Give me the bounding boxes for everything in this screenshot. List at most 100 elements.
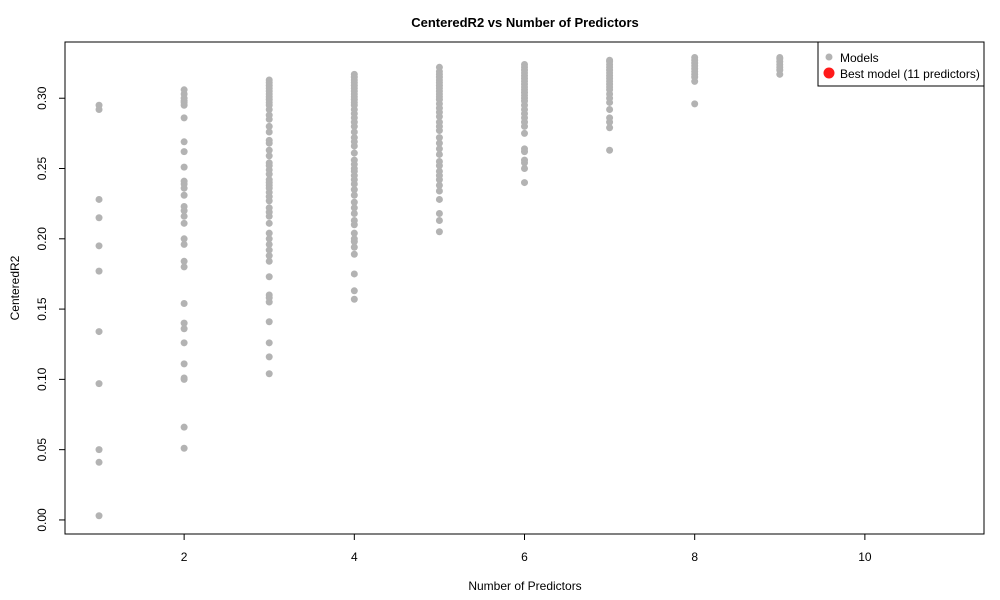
data-point — [180, 86, 188, 94]
data-point — [521, 145, 528, 153]
data-point — [265, 122, 273, 130]
data-point — [435, 157, 443, 165]
data-point — [180, 240, 188, 248]
data-point — [606, 105, 614, 113]
y-tick-label: 0.10 — [35, 367, 49, 391]
x-tick-label: 4 — [351, 550, 358, 564]
data-point — [691, 53, 699, 61]
legend: Models Best model (11 predictors) — [817, 41, 985, 87]
data-point — [350, 149, 358, 157]
x-tick-label: 10 — [858, 550, 872, 564]
data-point — [435, 195, 443, 203]
data-point — [350, 295, 358, 303]
data-point — [95, 512, 103, 520]
data-point — [180, 444, 188, 452]
data-point — [95, 242, 103, 250]
data-point — [435, 139, 443, 147]
data-point — [265, 291, 273, 299]
data-point — [435, 145, 443, 153]
data-point — [350, 235, 358, 243]
data-point — [350, 229, 358, 237]
data-point — [435, 134, 443, 142]
data-point — [435, 150, 443, 158]
data-point — [180, 325, 188, 333]
data-point — [180, 138, 188, 146]
data-point — [95, 380, 103, 388]
data-points — [95, 53, 784, 520]
y-axis-label: CenteredR2 — [8, 255, 22, 320]
data-point — [265, 318, 273, 326]
data-point — [606, 146, 614, 154]
data-point — [180, 299, 188, 307]
data-point — [95, 328, 103, 336]
data-point — [350, 209, 358, 217]
data-point — [350, 270, 358, 278]
data-point — [265, 240, 273, 248]
y-tick-label: 0.00 — [35, 508, 49, 532]
y-tick-label: 0.30 — [35, 86, 49, 110]
y-tick-label: 0.20 — [35, 227, 49, 251]
data-point — [521, 129, 528, 137]
data-point — [265, 204, 273, 212]
data-point — [350, 191, 358, 199]
x-tick-label: 8 — [691, 550, 698, 564]
data-point — [435, 167, 443, 175]
data-point — [180, 191, 188, 199]
data-point — [265, 219, 273, 227]
data-point — [265, 159, 273, 167]
data-point — [180, 219, 188, 227]
y-axis: 0.00 0.05 0.10 0.15 0.20 0.25 0.30 — [35, 86, 65, 532]
data-point — [350, 204, 358, 212]
data-point — [350, 70, 358, 78]
data-point — [265, 146, 273, 154]
y-tick-label: 0.25 — [35, 157, 49, 181]
data-point — [521, 60, 528, 68]
data-point — [435, 187, 443, 195]
data-point — [350, 217, 358, 225]
data-point — [180, 360, 188, 368]
data-point — [180, 339, 188, 347]
y-tick-label: 0.05 — [35, 438, 49, 462]
data-point — [350, 250, 358, 258]
data-point — [435, 217, 443, 225]
data-point — [180, 202, 188, 210]
data-point — [265, 176, 273, 184]
data-point — [521, 156, 528, 164]
data-point — [265, 246, 273, 254]
data-point — [95, 195, 103, 203]
data-point — [435, 63, 443, 71]
x-tick-label: 6 — [521, 550, 528, 564]
data-point — [95, 214, 103, 222]
data-point — [350, 128, 358, 136]
data-point — [95, 267, 103, 275]
data-point — [435, 209, 443, 217]
data-point — [265, 339, 273, 347]
data-point — [350, 243, 358, 251]
data-point — [95, 446, 103, 454]
data-point — [265, 353, 273, 361]
data-point — [265, 235, 273, 243]
data-point — [180, 319, 188, 327]
data-point — [180, 177, 188, 185]
data-point — [435, 228, 443, 236]
data-point — [95, 101, 103, 109]
data-point — [350, 156, 358, 164]
legend-box — [817, 41, 985, 87]
x-axis: 2 4 6 8 10 — [181, 534, 872, 564]
data-point — [180, 263, 188, 271]
data-point — [350, 186, 358, 194]
data-point — [265, 229, 273, 237]
data-point — [606, 114, 614, 122]
data-point — [265, 152, 273, 160]
legend-marker-best-model — [823, 67, 835, 79]
chart-title: CenteredR2 vs Number of Predictors — [411, 15, 639, 30]
y-tick-label: 0.15 — [35, 297, 49, 321]
data-point — [180, 374, 188, 382]
data-point — [606, 56, 614, 64]
legend-label-best-model: Best model (11 predictors) — [840, 67, 980, 81]
x-axis-label: Number of Predictors — [468, 579, 581, 593]
data-point — [95, 458, 103, 466]
data-point — [180, 163, 188, 171]
x-tick-label: 2 — [181, 550, 188, 564]
